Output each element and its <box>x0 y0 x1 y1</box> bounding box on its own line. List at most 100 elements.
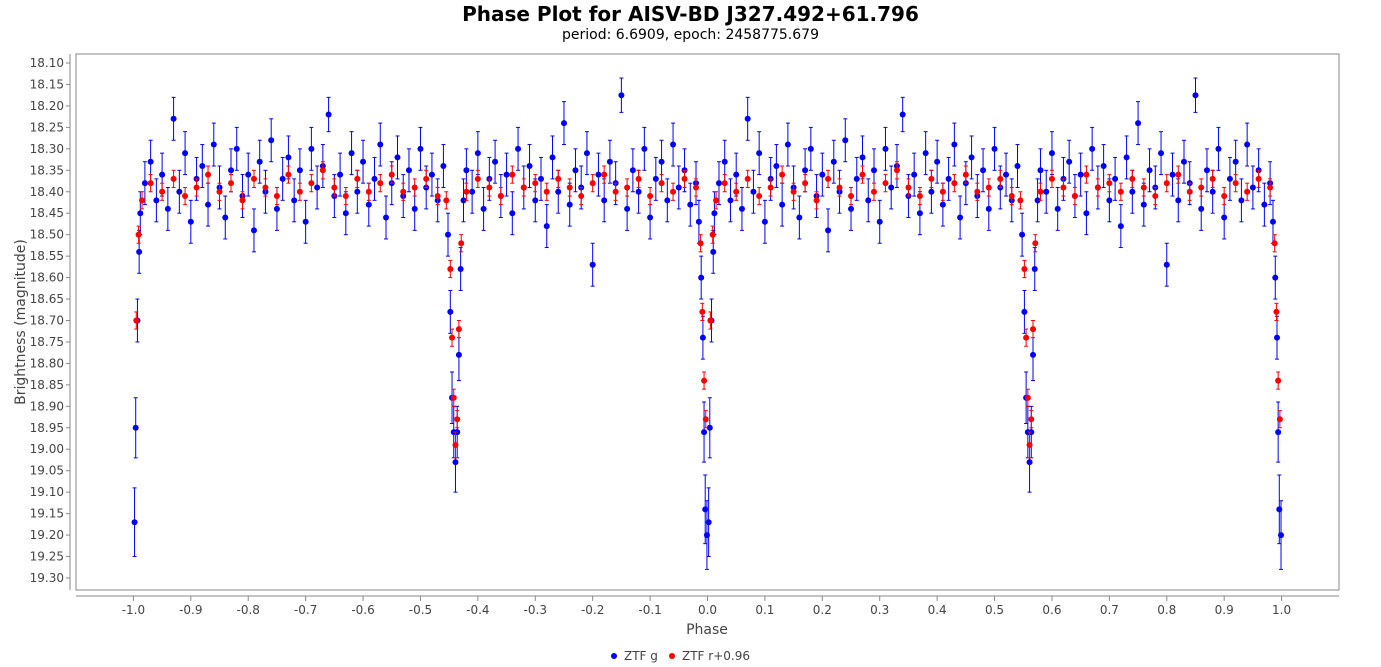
data-point <box>601 165 608 184</box>
data-point <box>1129 169 1136 188</box>
data-point <box>905 178 912 197</box>
data-point <box>273 186 280 206</box>
point-marker <box>342 210 349 217</box>
data-point <box>699 302 706 321</box>
data-point <box>228 174 235 193</box>
data-point <box>141 161 148 206</box>
point-marker <box>647 214 654 221</box>
point-marker <box>132 424 139 431</box>
data-point <box>980 148 987 193</box>
data-point <box>876 199 883 244</box>
point-marker <box>848 205 855 212</box>
point-marker <box>1083 210 1090 217</box>
point-marker <box>882 180 889 187</box>
point-marker <box>365 188 372 195</box>
point-marker <box>756 193 763 200</box>
point-marker <box>830 158 837 165</box>
point-marker <box>133 317 140 324</box>
point-marker <box>308 180 315 187</box>
point-marker <box>1028 416 1035 423</box>
point-marker <box>779 201 786 208</box>
x-tick-label: 0.8 <box>1157 603 1176 617</box>
point-marker <box>1037 188 1044 195</box>
point-marker <box>1048 175 1055 182</box>
point-marker <box>354 188 361 195</box>
point-marker <box>1232 180 1239 187</box>
data-point <box>606 139 613 184</box>
data-point <box>153 178 160 223</box>
point-marker <box>445 231 452 238</box>
point-marker <box>945 175 952 182</box>
data-point <box>738 186 745 231</box>
data-point <box>417 126 424 171</box>
y-tick-label: 18.25 <box>30 120 64 134</box>
data-point <box>583 131 590 176</box>
point-marker <box>647 193 654 200</box>
point-marker <box>331 184 338 191</box>
point-marker <box>991 145 998 152</box>
data-point <box>434 186 441 206</box>
point-marker <box>447 266 454 273</box>
point-marker <box>1031 266 1038 273</box>
point-marker <box>756 150 763 157</box>
point-marker <box>377 141 384 148</box>
data-point <box>1028 410 1035 429</box>
point-marker <box>905 184 912 191</box>
point-marker <box>1112 175 1119 182</box>
data-point <box>360 139 367 184</box>
data-point <box>1014 144 1021 188</box>
point-marker <box>463 188 470 195</box>
point-marker <box>296 188 303 195</box>
point-marker <box>733 171 740 178</box>
data-point <box>1123 135 1130 180</box>
data-point <box>532 174 539 193</box>
data-point <box>365 182 372 201</box>
point-marker <box>738 205 745 212</box>
data-point <box>836 178 843 197</box>
legend-marker <box>669 653 675 659</box>
data-point <box>1221 186 1228 206</box>
point-marker <box>1030 326 1037 333</box>
point-marker <box>687 201 694 208</box>
data-point <box>693 178 700 197</box>
data-point <box>882 174 889 193</box>
data-point <box>486 178 493 197</box>
point-marker <box>555 175 562 182</box>
data-point <box>629 148 636 193</box>
data-point <box>618 77 625 113</box>
point-marker <box>417 145 424 152</box>
point-marker <box>670 141 677 148</box>
data-point <box>560 101 567 146</box>
point-marker <box>137 210 144 217</box>
point-marker <box>296 167 303 174</box>
data-point <box>222 195 229 240</box>
point-marker <box>870 188 877 195</box>
point-marker <box>1175 197 1182 204</box>
data-point <box>957 195 964 240</box>
point-marker <box>279 175 286 182</box>
chart-subtitle: period: 6.6909, epoch: 2458775.679 <box>562 27 819 43</box>
point-marker <box>1117 188 1124 195</box>
point-marker <box>440 163 447 170</box>
point-marker <box>1019 231 1026 238</box>
y-tick-label: 18.30 <box>30 142 64 156</box>
point-marker <box>997 175 1004 182</box>
data-point <box>449 328 456 347</box>
point-marker <box>176 188 183 195</box>
data-point <box>635 169 642 188</box>
data-point <box>1278 500 1285 570</box>
point-marker <box>1152 193 1159 200</box>
point-marker <box>911 171 918 178</box>
point-marker <box>721 158 728 165</box>
point-marker <box>454 416 461 423</box>
point-marker <box>939 201 946 208</box>
x-tick-label: 0.0 <box>698 603 717 617</box>
x-tick-label: 0.2 <box>813 603 832 617</box>
data-point <box>702 410 709 429</box>
point-marker <box>474 175 481 182</box>
data-point <box>354 169 361 188</box>
data-point <box>440 144 447 188</box>
data-point <box>707 311 714 330</box>
data-point <box>706 397 713 459</box>
